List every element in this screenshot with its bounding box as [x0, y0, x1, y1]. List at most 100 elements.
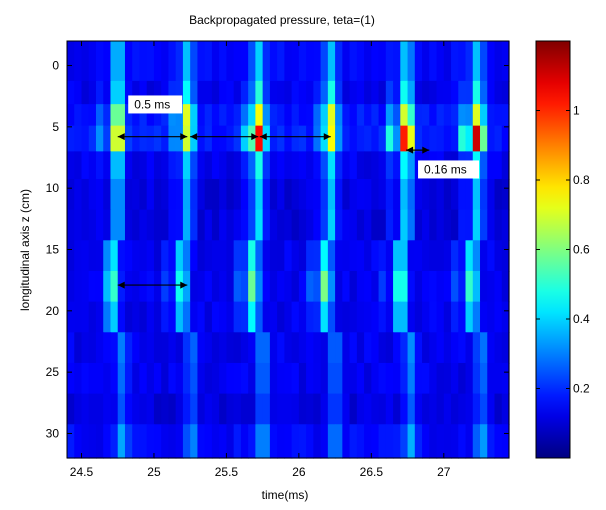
heatmap-cell: [284, 270, 293, 303]
heatmap-cell: [88, 424, 97, 459]
heatmap-cell: [335, 393, 343, 425]
heatmap-cell: [349, 41, 358, 82]
heatmap-cell: [168, 362, 177, 395]
heatmap-cell: [320, 80, 329, 105]
heatmap-cell: [197, 151, 206, 180]
heatmap-cell: [255, 362, 264, 395]
heatmap-cell: [262, 362, 271, 395]
heatmap-cell: [117, 125, 126, 152]
heatmap-cell: [182, 332, 191, 364]
heatmap-cell: [393, 151, 401, 180]
heatmap-cell: [233, 240, 242, 272]
heatmap-cell: [458, 332, 467, 364]
heatmap-cell: [132, 209, 141, 241]
heatmap-cell: [385, 80, 394, 105]
heatmap-cell: [226, 125, 235, 152]
heatmap-cell: [182, 80, 191, 105]
heatmap-cell: [197, 41, 206, 82]
heatmap-cell: [139, 301, 148, 333]
heatmap-cell: [262, 104, 271, 127]
heatmap-cell: [320, 270, 329, 303]
heatmap-cell: [342, 393, 351, 425]
heatmap-cells: [67, 41, 510, 459]
heatmap-cell: [146, 151, 155, 180]
heatmap-cell: [284, 209, 293, 241]
heatmap-cell: [327, 362, 336, 395]
heatmap-cell: [103, 301, 112, 333]
heatmap-cell: [356, 332, 365, 364]
heatmap-cell: [385, 332, 394, 364]
heatmap-cell: [233, 209, 242, 241]
heatmap-cell: [349, 301, 358, 333]
heatmap-cell: [226, 41, 235, 82]
heatmap-cell: [364, 80, 372, 105]
heatmap-cell: [139, 424, 148, 459]
heatmap-cell: [124, 104, 133, 127]
heatmap-cell: [88, 104, 97, 127]
heatmap-cell: [451, 424, 459, 459]
heatmap-cell: [146, 104, 155, 127]
heatmap-cell: [117, 151, 126, 180]
heatmap-cell: [240, 270, 249, 303]
heatmap-cell: [146, 209, 155, 241]
heatmap-cell: [472, 41, 481, 82]
heatmap-cell: [240, 178, 249, 211]
heatmap-cell: [182, 151, 191, 180]
heatmap-cell: [393, 80, 401, 105]
heatmap-cell: [407, 424, 416, 459]
heatmap-cell: [480, 393, 488, 425]
heatmap-cell: [465, 332, 474, 364]
y-tick-label: 15: [46, 243, 60, 257]
heatmap-cell: [81, 301, 90, 333]
heatmap-cell: [240, 104, 249, 127]
heatmap-cell: [356, 424, 365, 459]
heatmap-cell: [291, 178, 300, 211]
heatmap-cell: [385, 393, 394, 425]
heatmap-cell: [443, 104, 452, 127]
heatmap-cell: [103, 178, 112, 211]
heatmap-cell: [465, 104, 474, 127]
heatmap-cell: [67, 332, 75, 364]
heatmap-cell: [211, 424, 220, 459]
heatmap-cell: [161, 209, 170, 241]
heatmap-cell: [371, 178, 380, 211]
heatmap-cell: [472, 240, 481, 272]
heatmap-cell: [269, 393, 278, 425]
heatmap-cell: [95, 393, 104, 425]
heatmap-cell: [262, 424, 271, 459]
heatmap-cell: [74, 393, 83, 425]
heatmap-cell: [168, 393, 177, 425]
heatmap-cell: [269, 209, 278, 241]
heatmap-cell: [472, 209, 481, 241]
heatmap-cell: [458, 178, 467, 211]
heatmap-cell: [342, 104, 351, 127]
heatmap-cell: [124, 178, 133, 211]
arrow-head: [323, 133, 331, 141]
heatmap-cell: [248, 424, 256, 459]
heatmap-cell: [298, 393, 307, 425]
heatmap-cell: [262, 240, 271, 272]
heatmap-cell: [204, 332, 213, 364]
heatmap-cell: [153, 301, 162, 333]
heatmap-cell: [110, 209, 119, 241]
arrow-head: [422, 146, 430, 154]
heatmap-cell: [436, 209, 445, 241]
heatmap-cell: [153, 209, 162, 241]
heatmap-cell: [81, 240, 90, 272]
arrow-head: [259, 133, 267, 141]
heatmap-cell: [248, 240, 256, 272]
heatmap-cell: [327, 240, 336, 272]
y-axis-ticks: 0 5 10 15 20 25 30: [46, 59, 509, 440]
heatmap-cell: [175, 125, 184, 152]
heatmap-cell: [422, 104, 430, 127]
heatmap-cell: [422, 209, 430, 241]
heatmap-cell: [175, 80, 184, 105]
heatmap-cell: [182, 301, 191, 333]
heatmap-cell: [161, 362, 170, 395]
x-axis-ticks: 24.5 25 25.5 26 26.5 27: [70, 41, 451, 479]
heatmap-cell: [95, 424, 104, 459]
heatmap-cell: [472, 125, 481, 152]
heatmap-cell: [472, 332, 481, 364]
heatmap-cell: [349, 424, 358, 459]
heatmap-cell: [335, 178, 343, 211]
